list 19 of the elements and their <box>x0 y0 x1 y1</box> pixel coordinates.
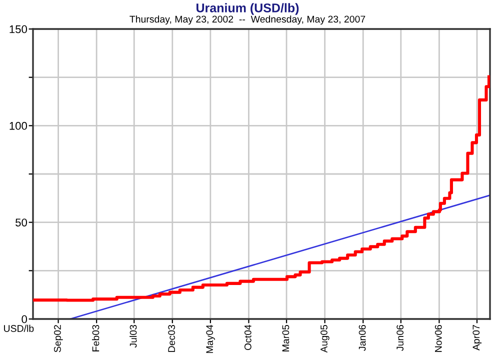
x-tick-label: Sep02 <box>54 325 63 352</box>
y-tick-label: 50 <box>16 218 28 226</box>
y-axis-title: USD/lb <box>4 324 34 332</box>
chart-subtitle: Thursday, May 23, 2002 -- Wednesday, May 23, 2007 <box>130 15 366 25</box>
chart-title: Uranium (USD/lb) <box>196 3 299 15</box>
x-tick-label: Oct04 <box>244 324 252 350</box>
y-tick-label: 100 <box>10 122 28 130</box>
x-tick-label: Apr07 <box>472 325 482 350</box>
x-tick-label: Aug05 <box>320 324 330 353</box>
x-tick-label: May04 <box>206 324 215 353</box>
x-tick-label: Nov06 <box>434 324 442 352</box>
x-tick-label: Mar05 <box>282 324 290 352</box>
x-tick-label: Feb03 <box>92 324 100 352</box>
x-tick-label: Jan06 <box>358 324 366 351</box>
x-tick-label: Jun06 <box>396 324 404 351</box>
x-tick-label: Jul03 <box>130 324 137 348</box>
y-tick-label: 0 <box>22 315 28 324</box>
x-tick-label: Dec03 <box>168 324 176 352</box>
y-tick-label: 150 <box>10 25 28 34</box>
